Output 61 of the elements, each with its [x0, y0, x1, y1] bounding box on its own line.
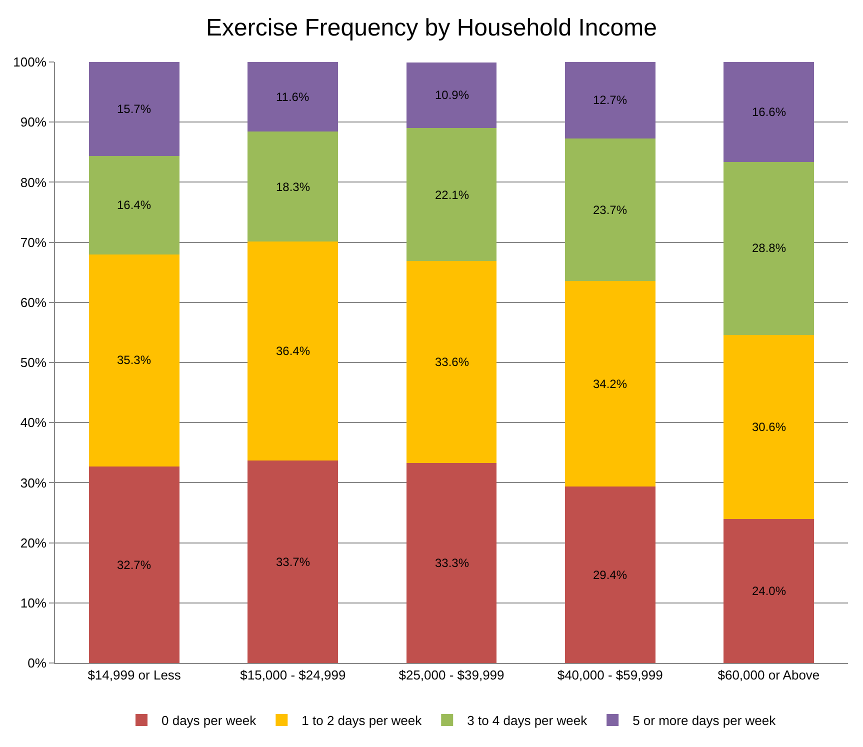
- x-tick-label: $40,000 - $59,999: [557, 668, 663, 683]
- y-tick-label: 0%: [28, 656, 47, 671]
- data-label: 23.7%: [593, 203, 628, 217]
- bar: [406, 260, 497, 463]
- bar: [564, 486, 656, 663]
- data-label: 36.4%: [276, 344, 310, 358]
- data-label: 32.7%: [117, 558, 152, 572]
- bar: [248, 460, 338, 663]
- y-tick-label: 40%: [20, 415, 47, 430]
- y-tick-label: 50%: [20, 355, 47, 370]
- y-tick-label: 60%: [20, 294, 47, 310]
- y-tick-label: 10%: [20, 595, 47, 610]
- data-label: 34.2%: [593, 377, 628, 391]
- data-label: 16.6%: [752, 105, 786, 119]
- bar: [248, 132, 338, 242]
- bar: [564, 62, 656, 138]
- bar: [564, 138, 656, 281]
- x-tick-label: $15,000 - $24,999: [240, 668, 346, 683]
- bar: [248, 62, 338, 132]
- data-label: 11.6%: [276, 90, 310, 104]
- data-label: 24.0%: [752, 584, 786, 598]
- y-tick-label: 30%: [20, 475, 47, 490]
- x-tick-label: $14,999 or Less: [88, 668, 182, 683]
- x-tick-label: $60,000 or Above: [718, 668, 820, 683]
- data-label: 35.3%: [117, 353, 152, 367]
- bar: [406, 62, 497, 128]
- legend-label: 1 to 2 days per week: [302, 713, 422, 728]
- bar: [724, 162, 814, 335]
- bar: [724, 62, 814, 162]
- y-tick-label: 20%: [20, 535, 47, 550]
- data-label: 28.8%: [752, 241, 786, 255]
- data-label: 33.7%: [276, 555, 310, 569]
- bar: [724, 334, 814, 519]
- bar: [89, 466, 180, 663]
- data-label: 30.6%: [752, 420, 786, 434]
- y-tick-label: 80%: [20, 174, 47, 190]
- y-tick-label: 70%: [20, 234, 47, 250]
- y-tick-label: 90%: [20, 114, 47, 130]
- bar: [406, 128, 497, 261]
- data-label: 12.7%: [593, 93, 628, 107]
- bar: [564, 280, 656, 486]
- bar: [89, 156, 180, 254]
- data-label: 33.6%: [435, 355, 470, 369]
- y-tick-label: 100%: [13, 54, 47, 70]
- bar: [248, 242, 338, 460]
- bar: [724, 518, 814, 663]
- legend-label: 3 to 4 days per week: [467, 713, 588, 728]
- legend-label: 0 days per week: [162, 713, 257, 728]
- bar: [89, 62, 180, 156]
- data-label: 10.9%: [435, 88, 470, 102]
- data-label: 33.3%: [435, 556, 470, 570]
- data-label: 16.4%: [117, 198, 152, 212]
- x-tick-label: $25,000 - $39,999: [398, 668, 504, 683]
- data-label: 18.3%: [276, 180, 310, 194]
- legend-label: 5 or more days per week: [632, 713, 776, 728]
- bar: [406, 462, 497, 663]
- chart-title: Exercise Frequency by Household Income: [206, 14, 657, 42]
- bar: [89, 254, 180, 466]
- data-label: 29.4%: [593, 568, 628, 582]
- data-label: 15.7%: [117, 102, 152, 116]
- data-label: 22.1%: [435, 188, 470, 202]
